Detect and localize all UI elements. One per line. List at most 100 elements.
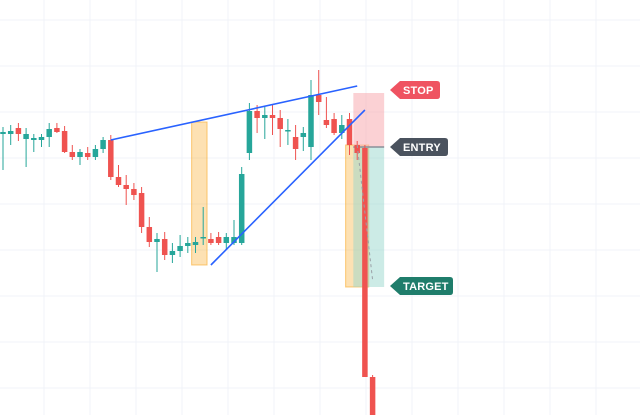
candle [369,375,376,415]
candle-body [61,131,68,152]
candle-body [54,128,60,132]
target-tag-shape [390,277,453,295]
candle [146,217,153,247]
candle [69,145,76,160]
candlestick-series [0,70,376,415]
candle [277,110,283,147]
candle [77,149,83,165]
candle-body [223,237,230,243]
trendlines[interactable] [110,85,374,281]
candle-body [269,115,276,118]
candle [54,123,60,133]
candle [138,187,145,233]
candle [246,103,253,160]
candle [108,135,114,180]
candle-body [115,177,122,185]
candle-body [238,174,245,243]
candle [15,123,22,141]
candle-body [146,227,153,242]
candle-body [323,120,330,125]
candle-body [161,239,168,255]
candle [238,167,245,245]
candle-body [369,377,376,415]
target-tag[interactable]: TARGET [390,277,453,295]
candle [200,207,206,245]
candle-body [254,111,260,118]
trendline-dashed-projection [356,144,374,281]
candle-body [46,129,52,137]
candle [31,134,37,152]
candle-body [185,243,191,246]
candle-body [92,149,99,157]
candle-body [177,246,183,251]
long-short-position-tool[interactable] [353,93,385,287]
target-label: TARGET [403,281,449,293]
entry-tag-shape [390,138,448,156]
candle [23,128,29,167]
candle [38,134,45,147]
candle-body [7,131,14,134]
candle-body [208,239,214,243]
candle-body [38,137,45,140]
candle-body [292,137,299,149]
candle [315,70,322,115]
candle [323,97,330,128]
candle [7,125,14,145]
candle [339,115,345,139]
candle [262,107,268,139]
candle-body [215,237,222,243]
candle [300,127,307,151]
candle-body [354,145,360,153]
candle [169,243,176,263]
stop-tag-shape [390,81,440,99]
candle [154,233,160,272]
candle-body [339,125,345,133]
candle-body [231,237,237,243]
candle-body [154,239,160,242]
stop-tag[interactable]: STOP [390,81,440,99]
candle-body [108,140,114,177]
candle [61,126,68,153]
candle-body [315,95,322,102]
candle [285,119,291,145]
candle-body [308,95,314,147]
stop-label: STOP [403,85,434,97]
candle [131,183,137,200]
candle [92,145,99,160]
candle [177,235,183,257]
candle [192,237,199,253]
candle [215,232,222,245]
candle-body [346,119,353,145]
candle [208,233,214,245]
candle [115,165,122,187]
candle [254,105,260,133]
candle [354,141,360,160]
candle [346,113,353,155]
entry-tag[interactable]: ENTRY [390,138,448,156]
candle-body [200,237,206,239]
trendline-upper [110,85,358,141]
candle [292,125,299,160]
candle-body [262,115,268,118]
candle [100,137,106,153]
candle [46,123,52,147]
candle-body [31,138,37,140]
candle-body [15,128,22,134]
candle [331,113,337,135]
candle-body [246,111,253,153]
candle-body [100,140,106,149]
candle [185,237,191,253]
candle-body [285,130,291,132]
candle-body [77,152,83,157]
candle [123,175,129,205]
candle [308,80,314,160]
candle [0,127,6,170]
candle [269,105,276,135]
entry-label: ENTRY [403,142,441,154]
candle-body [300,133,307,137]
candle-body [192,242,199,245]
candle-body [0,132,6,134]
candle-body [138,193,145,227]
